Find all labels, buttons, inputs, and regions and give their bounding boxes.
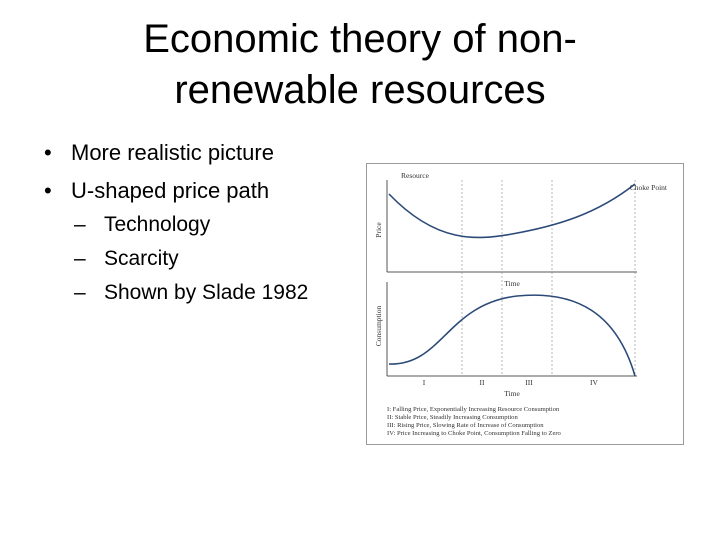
price-axis-label: Price [374, 222, 383, 238]
sub-bullet-item: Shown by Slade 1982 [74, 276, 308, 310]
phase-label: IV [590, 378, 598, 387]
bullet-item: More realistic picture [44, 134, 274, 172]
slide-title: Economic theory of non-renewable resourc… [143, 17, 577, 112]
consumption-curve [388, 294, 636, 377]
legend-line: I: Falling Price, Exponentially Increasi… [387, 406, 560, 413]
slade-figure: Resource Choke Point Price Time Consumpt… [366, 163, 684, 445]
choke-point-label: Choke Point [630, 183, 668, 192]
legend-line: II: Stable Price, Steadily Increasing Co… [387, 414, 518, 421]
bullet-list: More realistic picture U-shaped price pa… [44, 134, 274, 210]
time-label-top: Time [504, 279, 520, 288]
phase-label: III [525, 378, 533, 387]
legend-line: IV: Price Increasing to Choke Point, Con… [387, 430, 562, 437]
sub-bullet-item: Technology [74, 208, 308, 242]
price-consumption-diagram: Resource Choke Point Price Time Consumpt… [374, 171, 668, 437]
legend-line: III: Rising Price, Slowing Rate of Incre… [387, 422, 544, 429]
phase-label: II [480, 378, 485, 387]
sub-bullet-item: Scarcity [74, 242, 308, 276]
phase-label: I [423, 378, 426, 387]
bullet-item: U-shaped price path [44, 172, 274, 210]
sub-bullet-list: Technology Scarcity Shown by Slade 1982 [74, 208, 308, 310]
consumption-axis-label: Consumption [374, 306, 383, 347]
resource-label: Resource [401, 171, 430, 180]
price-curve [388, 183, 636, 239]
time-label-bottom: Time [504, 389, 520, 398]
